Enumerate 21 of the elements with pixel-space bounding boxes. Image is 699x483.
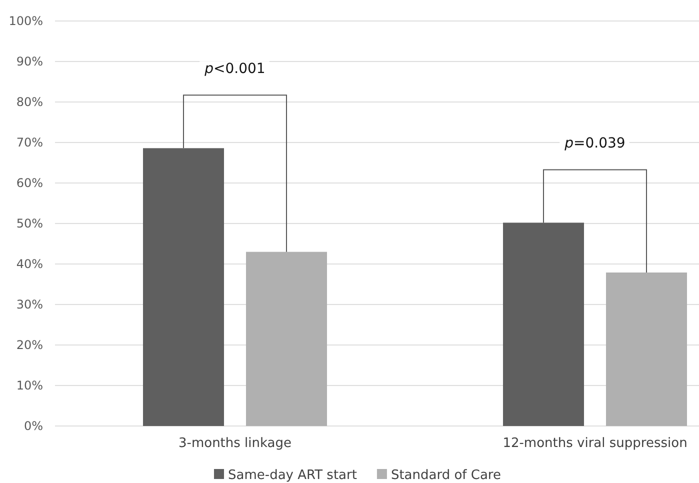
legend-label: Same-day ART start	[228, 468, 357, 483]
bar	[246, 252, 327, 426]
y-tick-label: 20%	[16, 338, 43, 352]
y-tick-label: 0%	[24, 418, 43, 433]
legend-label: Standard of Care	[390, 468, 501, 483]
bar	[143, 148, 224, 426]
bar	[503, 222, 584, 426]
y-tick-label: 60%	[16, 176, 43, 190]
y-tick-label: 90%	[16, 54, 43, 68]
y-tick-label: 80%	[16, 94, 43, 109]
y-tick-label: 40%	[16, 256, 43, 271]
annotation: p<0.001	[204, 61, 266, 78]
x-tick-label: 12-months viral suppression	[502, 436, 688, 452]
bar	[606, 272, 687, 426]
y-tick-label: 30%	[16, 297, 43, 312]
annotation: p=0.039	[564, 136, 626, 152]
y-tick-label: 100%	[8, 14, 43, 28]
x-tick-label: 3-months linkage	[178, 436, 292, 452]
y-tick-label: 50%	[16, 216, 43, 230]
y-tick-label: 10%	[16, 378, 43, 392]
y-tick-label: 70%	[16, 135, 43, 150]
